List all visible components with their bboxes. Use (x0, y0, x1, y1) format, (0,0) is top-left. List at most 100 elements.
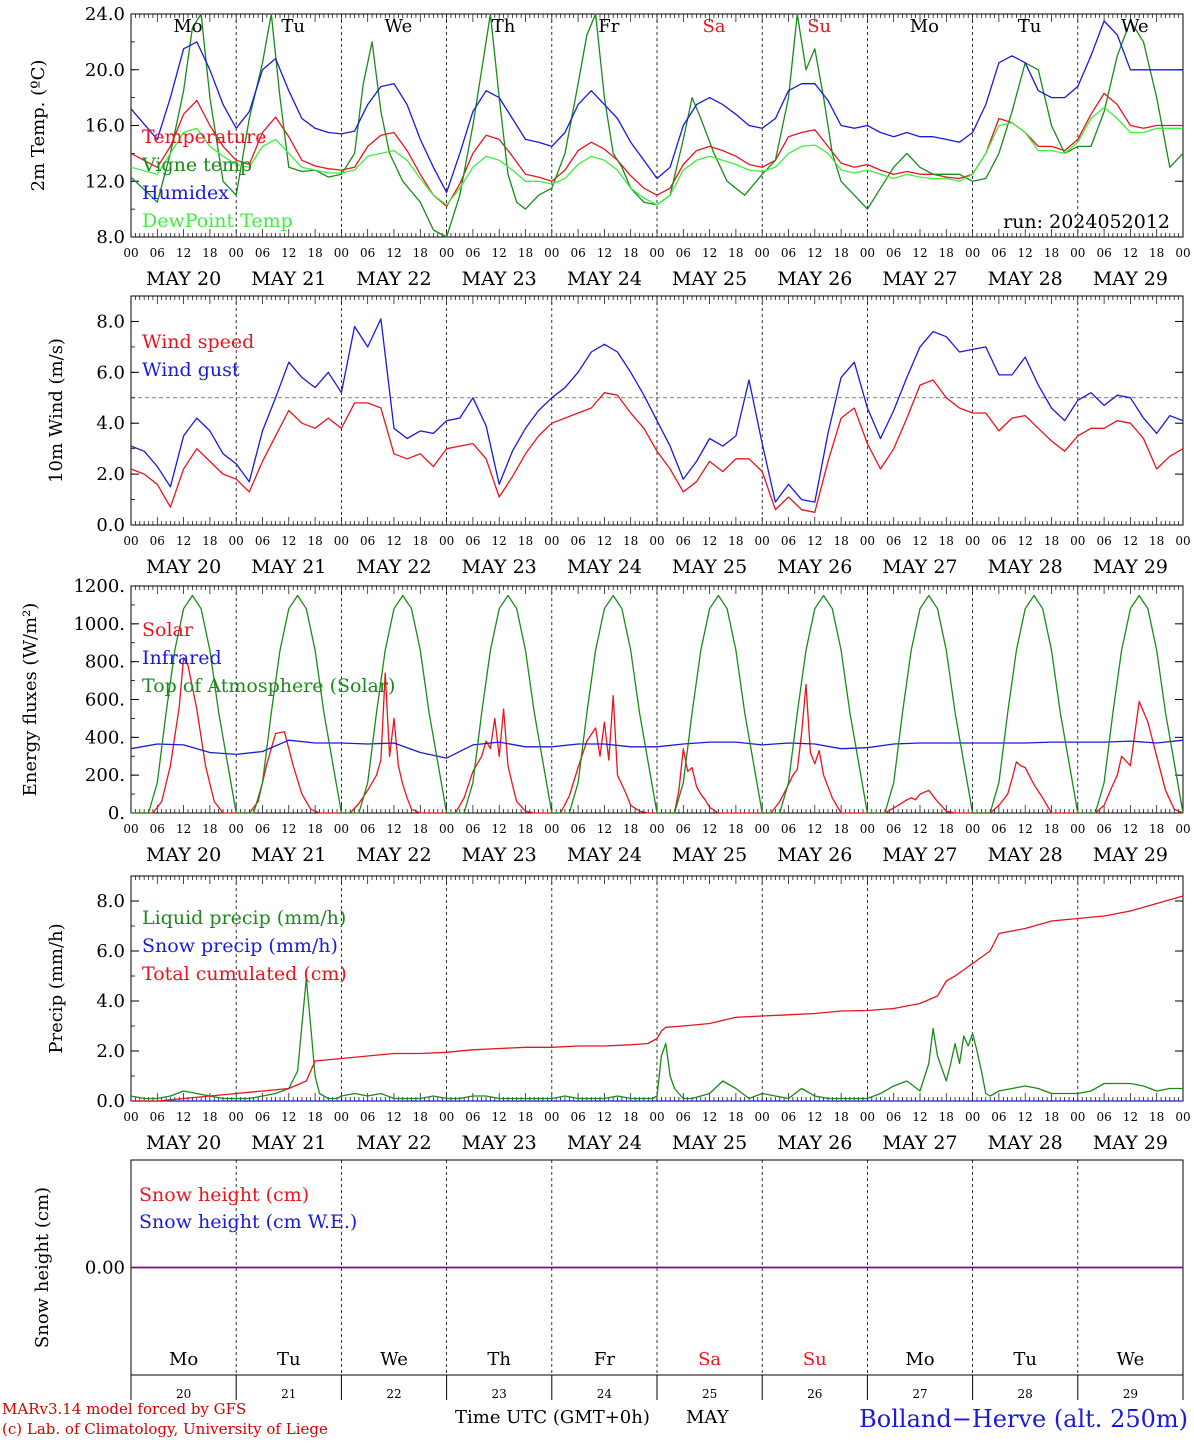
day-label: Mo (910, 16, 939, 37)
hour-tick-label: 18 (413, 1110, 428, 1124)
hour-tick-label: 18 (202, 822, 217, 836)
y-tick-label: 800. (85, 652, 125, 673)
hour-tick-label: 18 (939, 534, 954, 548)
day-number-label: 22 (386, 1387, 401, 1401)
hour-tick-label: 00 (965, 1110, 980, 1124)
panel-temp: 8.0 12.0 16.0 20.0 24.0 2m Temp. (ºC) Temperat… (28, 4, 1191, 290)
day-number-label: 27 (912, 1387, 927, 1401)
day-number-label: 20 (176, 1387, 191, 1401)
hour-tick-label: 18 (518, 1110, 533, 1124)
footer-credit-line1: MARv3.14 model forced by GFS (2, 1400, 246, 1418)
date-label: MAY 26 (777, 268, 852, 290)
hour-tick-label: 12 (1018, 534, 1033, 548)
hour-tick-label: 00 (965, 246, 980, 260)
hour-tick-label: 18 (307, 534, 322, 548)
date-label: MAY 24 (567, 556, 642, 578)
hour-tick-label: 00 (439, 822, 454, 836)
hour-tick-label: 00 (229, 822, 244, 836)
hour-tick-label: 12 (386, 822, 401, 836)
hour-tick-label: 00 (965, 822, 980, 836)
y-tick-label: 400. (85, 727, 125, 748)
legend-entry: Wind gust (142, 359, 240, 381)
hour-tick-label: 00 (334, 1110, 349, 1124)
hour-tick-label: 12 (912, 822, 927, 836)
hour-tick-label: 00 (229, 1110, 244, 1124)
hour-tick-label: 06 (255, 822, 270, 836)
legend-entry: Solar (142, 619, 194, 641)
day-label: Su (803, 1349, 827, 1370)
day-label: Tu (1018, 16, 1042, 37)
hour-tick-label: 18 (623, 534, 638, 548)
hour-tick-label: 18 (307, 1110, 322, 1124)
hour-tick-label: 06 (991, 246, 1006, 260)
y-tick-label: 8.0 (96, 311, 125, 332)
run-label: run: 2024052012 (1003, 211, 1170, 233)
date-label: MAY 29 (1093, 844, 1168, 866)
day-label: We (1117, 1349, 1145, 1370)
day-label: Mo (905, 1349, 934, 1370)
hour-tick-label: 12 (176, 246, 191, 260)
footer: MARv3.14 model forced by GFS (c) Lab. of … (2, 1400, 1188, 1438)
hour-tick-label: 00 (439, 534, 454, 548)
hour-tick-label: 06 (991, 822, 1006, 836)
day-label: Tu (1013, 1349, 1037, 1370)
hour-tick-label: 00 (439, 246, 454, 260)
hour-tick-label: 18 (1044, 246, 1059, 260)
legend-entry: Temperature (142, 126, 266, 148)
legend-entry: Snow height (cm W.E.) (139, 1211, 357, 1233)
hour-tick-label: 06 (360, 246, 375, 260)
y-axis-title: Precip (mm/h) (46, 923, 67, 1053)
legend-entry: Snow height (cm) (139, 1184, 309, 1206)
hour-tick-label: 00 (755, 246, 770, 260)
y-tick-label: 2.0 (96, 1041, 125, 1062)
hour-tick-label: 12 (807, 822, 822, 836)
day-label: We (380, 1349, 408, 1370)
hour-tick-label: 18 (939, 822, 954, 836)
date-label: MAY 26 (777, 844, 852, 866)
hour-tick-label: 06 (150, 246, 165, 260)
hour-tick-label: 12 (1018, 822, 1033, 836)
day-label: Sa (698, 1349, 721, 1370)
hour-tick-label: 06 (570, 246, 585, 260)
date-label: MAY 27 (882, 844, 957, 866)
series-line (130, 379, 1184, 513)
legend-entry: Infrared (142, 647, 222, 669)
hour-tick-label: 18 (1149, 534, 1164, 548)
hour-tick-label: 06 (886, 534, 901, 548)
hour-tick-label: 06 (676, 822, 691, 836)
series-line (131, 895, 1184, 1102)
y-tick-label: 6.0 (96, 941, 125, 962)
panel-energy: 0. 200. 400. 600. 800. 1000. 1200. Energy fluxe… (20, 576, 1191, 866)
plot-frame (130, 13, 1184, 238)
hour-tick-label: 06 (360, 534, 375, 548)
hour-tick-label: 18 (307, 822, 322, 836)
hour-tick-label: 18 (833, 1110, 848, 1124)
hour-tick-label: 18 (202, 246, 217, 260)
hour-tick-label: 00 (1175, 534, 1190, 548)
y-tick-label: 6.0 (96, 362, 125, 383)
hour-tick-label: 12 (1123, 1110, 1138, 1124)
hour-tick-label: 06 (1096, 246, 1111, 260)
hour-tick-label: 12 (597, 1110, 612, 1124)
date-label: MAY 23 (462, 268, 537, 290)
y-tick-label: 16.0 (85, 116, 125, 137)
day-number-label: 21 (281, 1387, 296, 1401)
hour-tick-label: 18 (939, 1110, 954, 1124)
date-label: MAY 24 (567, 268, 642, 290)
hour-tick-label: 12 (492, 534, 507, 548)
hour-tick-label: 18 (1044, 534, 1059, 548)
hour-tick-label: 18 (307, 246, 322, 260)
hour-tick-label: 12 (1018, 246, 1033, 260)
hour-tick-label: 18 (728, 822, 743, 836)
hour-tick-label: 00 (1175, 1110, 1190, 1124)
series-line (130, 20, 1183, 194)
date-label: MAY 21 (251, 268, 326, 290)
hour-tick-label: 06 (991, 1110, 1006, 1124)
date-label: MAY 22 (356, 844, 431, 866)
day-label: Th (492, 16, 516, 37)
y-axis-title: 2m Temp. (ºC) (28, 60, 49, 192)
hour-tick-label: 06 (781, 534, 796, 548)
date-label: MAY 20 (146, 1132, 221, 1154)
hour-tick-label: 12 (386, 1110, 401, 1124)
